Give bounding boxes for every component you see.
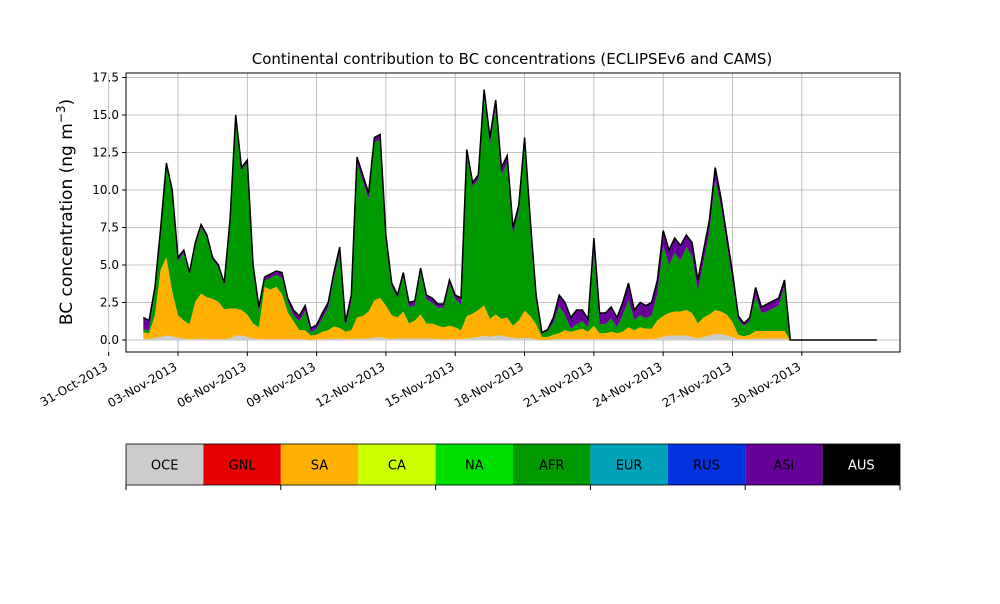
x-tick-label: 15-Nov-2013 bbox=[383, 359, 457, 410]
y-tick-label: 17.5 bbox=[92, 71, 119, 85]
legend-swatch-asi bbox=[745, 444, 823, 485]
legend-label: CA bbox=[388, 459, 406, 474]
y-tick-label: 15.0 bbox=[92, 108, 119, 122]
x-tick-label: 12-Nov-2013 bbox=[313, 359, 387, 410]
legend-label: GNL bbox=[229, 459, 257, 474]
legend-swatch-aus bbox=[822, 444, 900, 485]
legend-label: RUS bbox=[693, 459, 720, 474]
legend-label: SA bbox=[311, 459, 328, 474]
legend-swatch-eur bbox=[590, 444, 668, 485]
legend-label: AFR bbox=[539, 459, 564, 474]
legend-swatch-oce bbox=[126, 444, 204, 485]
legend-swatch-gnl bbox=[203, 444, 281, 485]
legend-swatch-afr bbox=[513, 444, 591, 485]
legend: OCE GNL SA CA NA AFR EUR RUS ASI AUS bbox=[125, 443, 901, 490]
y-tick-label: 0.0 bbox=[100, 333, 119, 347]
legend-label: OCE bbox=[151, 459, 179, 474]
x-tick-label: 31-Oct-2013 bbox=[38, 359, 110, 409]
y-tick-label: 2.5 bbox=[100, 296, 119, 310]
legend-label: EUR bbox=[616, 459, 643, 474]
x-tick-label: 18-Nov-2013 bbox=[452, 359, 526, 410]
x-tick-label: 24-Nov-2013 bbox=[590, 359, 664, 410]
y-tick-label: 12.5 bbox=[92, 146, 119, 160]
legend-swatch-ca bbox=[358, 444, 436, 485]
stacked-areas bbox=[143, 89, 877, 340]
legend-label: NA bbox=[465, 459, 484, 474]
area-sa bbox=[143, 257, 877, 340]
x-axis-ticks: 31-Oct-201303-Nov-201306-Nov-201309-Nov-… bbox=[38, 352, 803, 410]
plot-frame bbox=[125, 72, 901, 353]
x-tick-label: 06-Nov-2013 bbox=[175, 359, 249, 410]
y-axis-label: BC concentration (ng m−3) bbox=[54, 99, 77, 325]
total-line bbox=[142, 89, 877, 341]
area-afr bbox=[143, 97, 877, 340]
x-tick-label: 09-Nov-2013 bbox=[244, 359, 318, 410]
y-tick-label: 5.0 bbox=[100, 258, 119, 272]
y-tick-label: 10.0 bbox=[92, 183, 119, 197]
x-tick-label: 30-Nov-2013 bbox=[729, 359, 803, 410]
legend-frame bbox=[125, 443, 901, 486]
y-tick-label: 7.5 bbox=[100, 221, 119, 235]
chart-title: Continental contribution to BC concentra… bbox=[252, 50, 773, 68]
legend-label: AUS bbox=[848, 459, 875, 474]
legend-swatch-rus bbox=[667, 444, 746, 485]
area-oce bbox=[143, 334, 877, 340]
legend-swatch-na bbox=[435, 444, 513, 485]
x-tick-label: 21-Nov-2013 bbox=[521, 359, 595, 410]
legend-swatch-sa bbox=[280, 444, 359, 485]
x-tick-label: 03-Nov-2013 bbox=[105, 359, 179, 410]
legend-label: ASI bbox=[773, 459, 794, 474]
x-tick-label: 27-Nov-2013 bbox=[660, 359, 734, 410]
y-axis-ticks: 0.0 2.5 5.0 7.5 10.0 12.5 15.0 17.5 bbox=[92, 71, 126, 347]
